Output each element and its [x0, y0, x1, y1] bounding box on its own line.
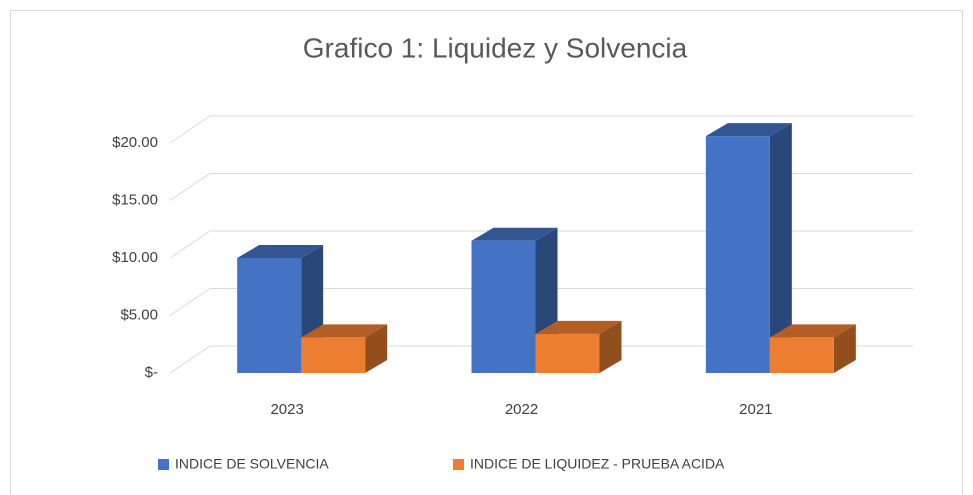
- grid-diagonal: [169, 115, 211, 144]
- bar-top: [705, 123, 792, 137]
- bar-side: [599, 320, 622, 373]
- bar-top: [237, 245, 324, 258]
- x-tick-label: 2021: [739, 401, 772, 418]
- bar-side: [769, 123, 792, 373]
- y-tick-label: $-: [145, 364, 158, 381]
- bar-top: [471, 227, 558, 241]
- bar: [535, 333, 600, 373]
- x-tick-label: 2023: [270, 401, 303, 418]
- legend-label: INDICE DE SOLVENCIA: [175, 456, 329, 472]
- bar-top: [301, 324, 388, 338]
- bar: [301, 337, 366, 373]
- legend-label: INDICE DE LIQUIDEZ - PRUEBA ACIDA: [470, 456, 725, 472]
- x-tick-label: 2022: [505, 401, 538, 418]
- y-tick-label: $10.00: [112, 249, 158, 266]
- legend-swatch: [453, 459, 464, 470]
- bar: [769, 337, 834, 373]
- bar: [237, 258, 302, 373]
- bar-side: [833, 324, 856, 373]
- legend-swatch: [158, 459, 169, 470]
- bar: [705, 136, 770, 373]
- y-tick-label: $20.00: [112, 134, 158, 151]
- grid-diagonal: [169, 288, 211, 316]
- chart-title: Grafico 1: Liquidez y Solvencia: [303, 32, 688, 63]
- grid-diagonal: [169, 345, 211, 374]
- y-tick-label: $5.00: [120, 306, 158, 323]
- grid-diagonal: [169, 173, 211, 201]
- bar-side: [365, 324, 388, 373]
- grid-diagonal: [169, 230, 211, 259]
- y-tick-label: $15.00: [112, 191, 158, 208]
- bar: [471, 240, 536, 373]
- bar-top: [769, 324, 856, 338]
- bar-top: [535, 320, 622, 334]
